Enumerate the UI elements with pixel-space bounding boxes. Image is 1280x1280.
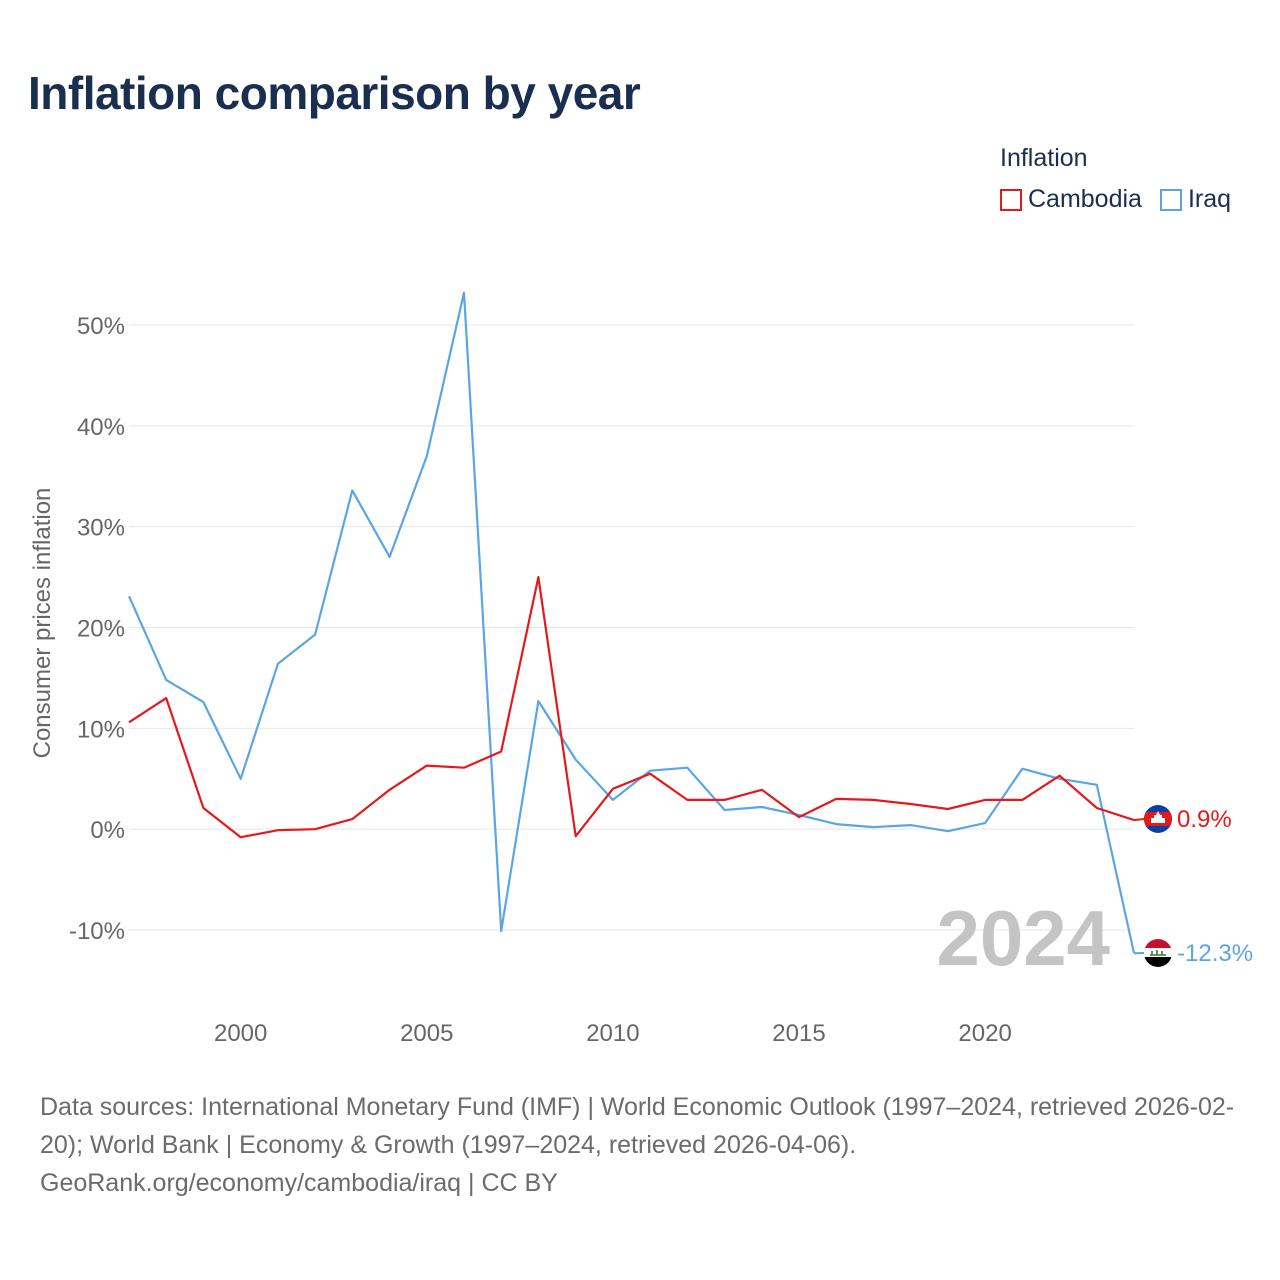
endpoint-connector bbox=[1133, 818, 1145, 822]
legend: Inflation Cambodia Iraq bbox=[1000, 144, 1231, 214]
legend-label-cambodia: Cambodia bbox=[1028, 185, 1142, 213]
flag-cambodia-icon bbox=[1144, 805, 1172, 833]
flag-iraq-icon bbox=[1144, 939, 1172, 967]
legend-label-iraq: Iraq bbox=[1187, 185, 1232, 213]
footer-attribution[interactable]: GeoRank.org/economy/cambodia/iraq | CC B… bbox=[40, 1169, 558, 1197]
y-tick-label: 10% bbox=[77, 716, 125, 743]
legend-swatch-iraq bbox=[1159, 188, 1182, 211]
y-axis-label: Consumer prices inflation bbox=[29, 488, 56, 759]
y-tick-label: 40% bbox=[77, 414, 125, 441]
x-tick-label: 2020 bbox=[958, 1020, 1011, 1047]
y-tick-label: -10% bbox=[69, 918, 125, 945]
y-tick-label: 30% bbox=[77, 515, 125, 542]
x-tick-label: 2005 bbox=[400, 1020, 453, 1047]
series-line-iraq[interactable] bbox=[127, 291, 1136, 954]
x-tick-label: 2010 bbox=[586, 1020, 639, 1047]
legend-item-cambodia[interactable]: Cambodia bbox=[1000, 185, 1142, 214]
y-tick-label: 20% bbox=[77, 616, 125, 643]
x-tick-label: 2015 bbox=[772, 1020, 825, 1047]
y-tick-label: 0% bbox=[90, 817, 125, 844]
end-value-label-cambodia: 0.9% bbox=[1177, 806, 1232, 833]
series-line-cambodia[interactable] bbox=[128, 575, 1135, 839]
legend-swatch-cambodia bbox=[1000, 188, 1022, 211]
legend-item-iraq[interactable]: Iraq bbox=[1159, 185, 1232, 214]
legend-title: Inflation bbox=[1000, 144, 1088, 172]
end-value-label-iraq: -12.3% bbox=[1177, 940, 1253, 967]
y-tick-label: 50% bbox=[77, 313, 125, 340]
chart-title: Inflation comparison by year bbox=[28, 67, 641, 119]
footer-sources: Data sources: International Monetary Fun… bbox=[40, 1093, 1235, 1159]
x-tick-label: 2000 bbox=[214, 1020, 267, 1047]
year-watermark: 2024 bbox=[936, 894, 1110, 982]
footer: Data sources: International Monetary Fun… bbox=[40, 1088, 1250, 1202]
